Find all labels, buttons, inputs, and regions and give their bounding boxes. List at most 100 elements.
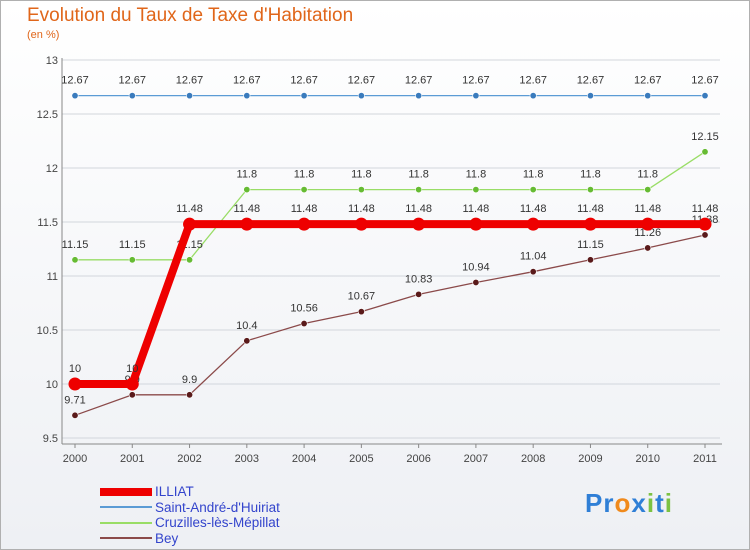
data-label: 11.48 (233, 203, 260, 215)
legend-swatch-illiat (100, 487, 152, 496)
data-label: 11.15 (62, 239, 89, 251)
legend-item: Saint-André-d'Huiriat (100, 500, 280, 516)
data-label: 12.67 (176, 75, 204, 87)
data-label: 11.04 (520, 251, 547, 263)
data-label: 10.4 (236, 320, 257, 332)
x-tick-label: 2002 (177, 453, 201, 465)
legend-swatch-saint-andre (100, 506, 152, 509)
data-label: 11.8 (637, 169, 658, 181)
legend-label: ILLIAT (155, 484, 194, 499)
data-point (71, 256, 79, 264)
y-tick-label: 10.5 (37, 325, 58, 337)
data-point (412, 217, 426, 231)
data-point (183, 217, 197, 231)
data-point (526, 217, 540, 231)
data-label: 12.67 (405, 75, 433, 87)
data-point (243, 337, 251, 345)
data-label: 11.48 (176, 203, 203, 215)
series-illiat: 10 10 11.48 11.48 11.48 11.48 11.48 11.48 11.48 1… (68, 203, 719, 391)
data-label: 9.71 (64, 394, 85, 406)
data-label: 12.67 (691, 75, 719, 87)
data-label: 10.83 (405, 273, 433, 285)
data-point (68, 377, 82, 391)
series-cruzilles-l-s-m-pillat: 11.15 11.15 11.15 11.8 11.8 11.8 11.8 11.8 11.8 1… (62, 131, 719, 264)
legend-label: Saint-André-d'Huiriat (155, 499, 280, 515)
x-tick-label: 2011 (693, 453, 717, 465)
data-label: 12.67 (462, 75, 490, 87)
data-point (701, 148, 709, 156)
data-label: 11.8 (466, 169, 487, 181)
data-point (71, 411, 79, 419)
data-label: 12.67 (634, 75, 662, 87)
x-tick-label: 2007 (464, 453, 488, 465)
data-label: 11.48 (405, 203, 432, 215)
legend: ILLIAT Saint-André-d'Huiriat Cruzilles-l… (100, 484, 280, 546)
data-point (357, 92, 365, 100)
data-label: 12.15 (691, 131, 719, 143)
data-point (240, 217, 254, 231)
data-point (469, 217, 483, 231)
data-point (701, 231, 709, 239)
data-point (586, 92, 594, 100)
x-tick-label: 2009 (578, 453, 602, 465)
data-point (586, 186, 594, 194)
data-label: 11.26 (634, 227, 661, 239)
data-label: 12.67 (290, 75, 318, 87)
data-label: 11.8 (523, 169, 544, 181)
data-label: 11.8 (294, 169, 315, 181)
data-point (128, 92, 136, 100)
legend-label: Bey (155, 530, 179, 546)
data-point (472, 278, 480, 286)
legend-swatch-bey (100, 537, 152, 540)
data-point (701, 92, 709, 100)
x-tick-label: 2010 (635, 453, 659, 465)
series-line (71, 220, 709, 388)
data-label: 11.8 (237, 169, 258, 181)
data-label: 12.67 (233, 75, 261, 87)
grid (62, 59, 720, 439)
data-point (644, 92, 652, 100)
data-point (415, 92, 423, 100)
data-label: 10.67 (348, 291, 376, 303)
x-tick-label: 2001 (120, 453, 144, 465)
y-tick-label: 9.5 (43, 433, 58, 445)
series-line (74, 234, 706, 416)
series-bey: 9.719.99.910.410.5610.6710.8310.9411.041… (64, 214, 718, 419)
data-label: 11.48 (692, 203, 719, 215)
data-label: 11.48 (520, 203, 547, 215)
data-point (644, 244, 652, 252)
data-label: 11.8 (351, 169, 372, 181)
data-point (354, 217, 368, 231)
x-tick-label: 2000 (63, 453, 87, 465)
data-label: 11.48 (463, 203, 490, 215)
data-point (415, 290, 423, 298)
data-label: 12.67 (577, 75, 605, 87)
series-saint-andr-d-huiriat: 12.67 12.67 12.67 12.67 12.67 12.67 12.67 12.67… (61, 75, 719, 100)
data-point (472, 92, 480, 100)
data-point (297, 217, 311, 231)
y-tick-label: 11 (47, 271, 58, 283)
legend-swatch-cruzilles (100, 521, 152, 524)
legend-item: Cruzilles-lès-Mépillat (100, 515, 280, 531)
y-tick-label: 12 (46, 163, 58, 175)
data-point (71, 92, 79, 100)
data-label: 12.67 (119, 75, 147, 87)
x-tick-label: 2008 (521, 453, 545, 465)
y-tick-label: 12.5 (37, 109, 58, 121)
data-label: 11.48 (577, 203, 604, 215)
data-point (357, 186, 365, 194)
data-label: 12.67 (519, 75, 547, 87)
data-label: 11.48 (291, 203, 318, 215)
data-point (300, 320, 308, 328)
data-label: 10.56 (290, 303, 318, 315)
legend-item: Bey (100, 531, 280, 547)
data-point (357, 308, 365, 316)
data-point (243, 92, 251, 100)
legend-label: Cruzilles-lès-Mépillat (155, 515, 280, 530)
x-tick-label: 2006 (406, 453, 430, 465)
data-label: 12.67 (348, 75, 376, 87)
x-tick-label: 2005 (349, 453, 373, 465)
data-point (243, 186, 251, 194)
